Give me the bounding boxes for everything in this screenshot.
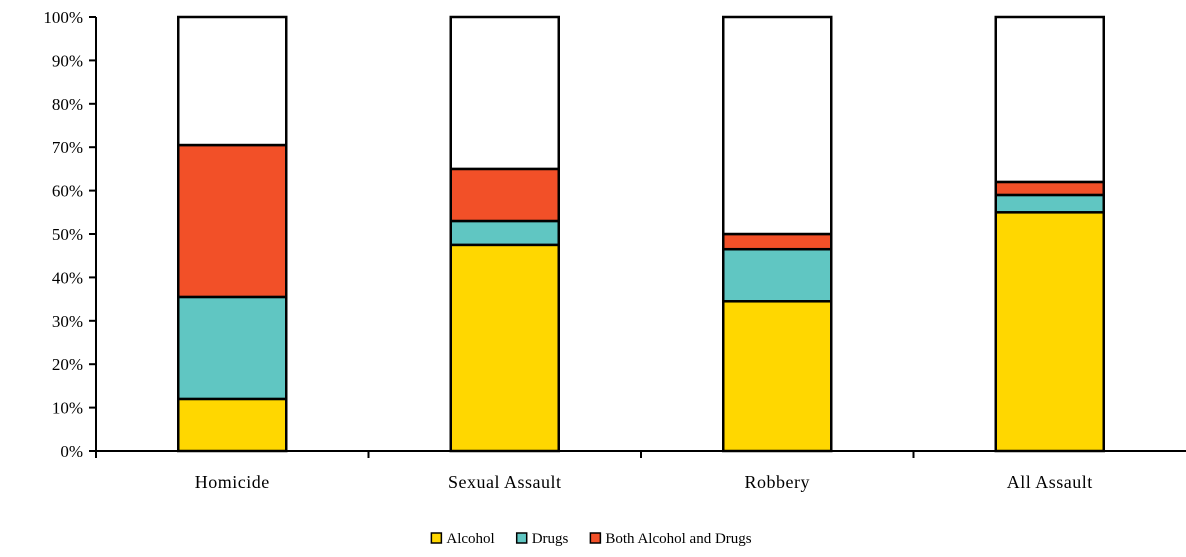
bar-segment-alcohol <box>449 243 560 453</box>
y-tick-label: 50% <box>52 225 83 244</box>
category-label: Sexual Assault <box>448 472 562 492</box>
bar-segment-remainder <box>994 15 1105 184</box>
legend-label: Both Alcohol and Drugs <box>605 531 751 547</box>
y-tick-label: 100% <box>43 8 83 27</box>
category-label: All Assault <box>1007 472 1093 492</box>
y-tick-label: 10% <box>52 399 83 418</box>
bar-segment-remainder <box>449 15 560 171</box>
bar-segment-drugs <box>177 295 288 401</box>
bar-segment-remainder <box>722 15 833 236</box>
legend-swatch <box>515 532 528 544</box>
y-axis-ticks: 0% 10% 20% 30% 40% 50% 60% 70% 80% 90% 100% <box>43 8 96 461</box>
bar-segment-remainder <box>177 15 288 147</box>
y-tick-label: 30% <box>52 312 83 331</box>
y-tick-label: 0% <box>60 442 83 461</box>
bar-segment-alcohol <box>994 211 1105 453</box>
legend-label: Drugs <box>532 531 569 547</box>
y-tick-label: 70% <box>52 138 83 157</box>
legend-swatch <box>589 532 602 544</box>
category-label: Homicide <box>195 472 270 492</box>
y-tick-label: 60% <box>52 182 83 201</box>
bar-segment-both-alcohol-and-drugs <box>722 232 833 251</box>
category-label: Robbery <box>745 472 811 492</box>
bar-segment-both-alcohol-and-drugs <box>449 167 560 223</box>
bar-segment-drugs <box>449 219 560 247</box>
y-tick-label: 90% <box>52 51 83 70</box>
bar-segment-drugs <box>722 247 833 303</box>
y-tick-label: 20% <box>52 355 83 374</box>
legend: Alcohol Drugs Both Alcohol and Drugs <box>430 531 752 547</box>
bar-segment-both-alcohol-and-drugs <box>994 180 1105 197</box>
bar-segment-alcohol <box>722 300 833 453</box>
bar-segment-alcohol <box>177 397 288 453</box>
legend-label: Alcohol <box>446 531 494 547</box>
bar-segment-drugs <box>994 193 1105 214</box>
y-tick-label: 40% <box>52 268 83 287</box>
bars <box>177 15 1105 453</box>
legend-swatch <box>430 532 443 544</box>
x-axis-ticks <box>95 451 915 458</box>
y-tick-label: 80% <box>52 95 83 114</box>
category-labels: Homicide Sexual Assault Robbery All Assault <box>195 472 1093 492</box>
bar-segment-both-alcohol-and-drugs <box>177 143 288 299</box>
